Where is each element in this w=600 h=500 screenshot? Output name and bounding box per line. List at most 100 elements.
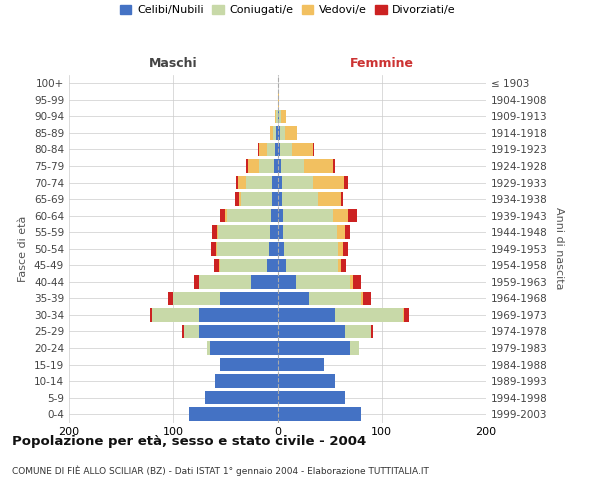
Bar — [335, 308, 403, 322]
Bar — [277, 142, 280, 156]
Bar — [344, 176, 349, 190]
Bar — [173, 292, 220, 305]
Bar — [338, 258, 341, 272]
Bar — [220, 258, 267, 272]
Text: COMUNE DI FIÈ ALLO SCILIAR (BZ) - Dati ISTAT 1° gennaio 2004 - Elaborazione TUTT: COMUNE DI FIÈ ALLO SCILIAR (BZ) - Dati I… — [12, 465, 429, 475]
Bar — [210, 342, 277, 355]
Bar — [361, 292, 363, 305]
Bar — [345, 324, 371, 338]
Bar — [151, 308, 152, 322]
Bar — [220, 358, 277, 372]
Bar — [216, 242, 217, 256]
Bar — [338, 242, 343, 256]
Bar — [184, 324, 199, 338]
Bar — [286, 258, 338, 272]
Bar — [272, 176, 277, 190]
Bar — [219, 258, 220, 272]
Bar — [152, 308, 199, 322]
Bar — [235, 192, 239, 206]
Bar — [241, 192, 272, 206]
Y-axis label: Anni di nascita: Anni di nascita — [554, 208, 564, 290]
Legend: Celibi/Nubili, Coniugati/e, Vedovi/e, Divorziati/e: Celibi/Nubili, Coniugati/e, Vedovi/e, Di… — [116, 0, 460, 20]
Text: Maschi: Maschi — [149, 57, 197, 70]
Bar — [341, 192, 343, 206]
Bar — [189, 408, 277, 421]
Bar — [217, 226, 218, 239]
Bar — [168, 292, 173, 305]
Bar — [248, 159, 259, 173]
Bar — [363, 292, 371, 305]
Bar — [280, 126, 285, 140]
Bar — [182, 324, 184, 338]
Bar — [292, 142, 313, 156]
Bar — [277, 374, 335, 388]
Bar — [257, 142, 259, 156]
Bar — [199, 308, 277, 322]
Bar — [277, 176, 281, 190]
Bar — [277, 358, 325, 372]
Bar — [277, 192, 281, 206]
Bar — [227, 209, 271, 222]
Bar — [313, 176, 344, 190]
Bar — [343, 242, 349, 256]
Bar — [217, 242, 269, 256]
Bar — [277, 324, 345, 338]
Bar — [275, 110, 277, 123]
Bar — [267, 258, 277, 272]
Bar — [246, 176, 272, 190]
Bar — [277, 342, 350, 355]
Bar — [199, 324, 277, 338]
Bar — [281, 110, 286, 123]
Text: Popolazione per età, sesso e stato civile - 2004: Popolazione per età, sesso e stato civil… — [12, 435, 366, 448]
Bar — [313, 142, 314, 156]
Bar — [277, 408, 361, 421]
Bar — [277, 159, 281, 173]
Bar — [212, 226, 217, 239]
Bar — [214, 258, 219, 272]
Bar — [267, 142, 275, 156]
Bar — [353, 275, 361, 288]
Bar — [285, 126, 298, 140]
Bar — [318, 192, 341, 206]
Bar — [404, 308, 409, 322]
Bar — [272, 192, 277, 206]
Bar — [239, 192, 241, 206]
Bar — [206, 342, 210, 355]
Bar — [220, 209, 226, 222]
Bar — [277, 110, 278, 123]
Bar — [281, 192, 318, 206]
Bar — [371, 324, 373, 338]
Bar — [304, 159, 333, 173]
Y-axis label: Fasce di età: Fasce di età — [19, 216, 28, 282]
Bar — [277, 93, 278, 106]
Bar — [277, 209, 283, 222]
Text: Femmine: Femmine — [350, 57, 414, 70]
Bar — [277, 226, 283, 239]
Bar — [341, 258, 346, 272]
Bar — [270, 126, 274, 140]
Bar — [218, 226, 270, 239]
Bar — [278, 110, 281, 123]
Bar — [277, 242, 284, 256]
Bar — [283, 209, 333, 222]
Bar — [281, 159, 304, 173]
Bar — [211, 242, 216, 256]
Bar — [277, 308, 335, 322]
Bar — [236, 176, 238, 190]
Bar — [259, 159, 274, 173]
Bar — [350, 275, 353, 288]
Bar — [220, 292, 277, 305]
Bar — [226, 209, 227, 222]
Bar — [277, 275, 296, 288]
Bar — [194, 275, 199, 288]
Bar — [238, 176, 246, 190]
Bar — [199, 275, 251, 288]
Bar — [403, 308, 404, 322]
Bar — [349, 209, 357, 222]
Bar — [281, 176, 313, 190]
Bar — [309, 292, 361, 305]
Bar — [277, 258, 286, 272]
Bar — [345, 226, 350, 239]
Bar — [274, 159, 277, 173]
Bar — [215, 374, 277, 388]
